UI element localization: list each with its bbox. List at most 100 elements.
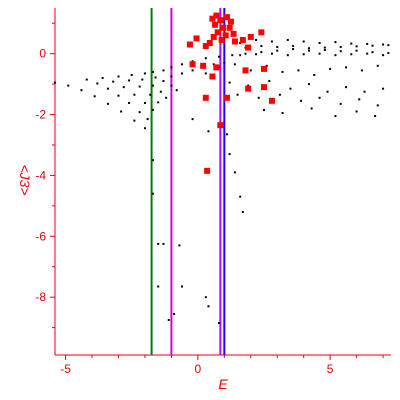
data-point xyxy=(120,110,123,113)
data-point xyxy=(180,72,183,75)
data-point xyxy=(165,96,168,99)
data-point xyxy=(117,94,120,97)
highlight-point xyxy=(223,14,230,21)
data-point xyxy=(225,133,228,136)
data-point xyxy=(191,69,194,72)
data-point xyxy=(355,49,358,52)
data-point xyxy=(260,51,263,54)
data-point xyxy=(318,42,321,45)
data-point xyxy=(54,81,56,84)
axis-ticks: -5 0 5 0 -2 -4 -6 -8 xyxy=(35,22,384,376)
data-point xyxy=(106,87,109,90)
highlight-point xyxy=(217,122,224,129)
y-tick-label: -8 xyxy=(35,290,46,304)
data-point xyxy=(286,54,289,57)
data-point xyxy=(212,63,215,66)
highlight-point xyxy=(230,30,237,37)
highlight-point xyxy=(242,67,249,74)
data-point xyxy=(255,38,258,41)
data-point xyxy=(151,192,154,195)
highlight-point xyxy=(209,73,216,80)
data-point xyxy=(231,54,234,57)
data-point xyxy=(93,95,96,98)
data-point xyxy=(387,52,390,55)
data-point xyxy=(133,93,136,96)
data-point xyxy=(366,52,369,55)
data-point xyxy=(318,52,321,55)
data-point xyxy=(249,69,252,72)
data-point xyxy=(247,84,250,87)
highlight-point xyxy=(210,33,217,40)
data-point xyxy=(180,285,183,288)
data-point xyxy=(376,104,379,107)
data-point xyxy=(128,101,131,104)
highlight-point xyxy=(247,33,254,40)
data-point xyxy=(143,101,146,104)
data-point xyxy=(297,69,300,72)
data-point xyxy=(223,61,226,64)
data-point xyxy=(96,82,99,85)
data-point xyxy=(307,49,310,52)
data-point xyxy=(281,70,284,73)
highlight-point xyxy=(268,97,275,104)
y-tick-label: -4 xyxy=(35,168,46,182)
data-point xyxy=(170,84,173,87)
data-point xyxy=(218,322,221,325)
data-point xyxy=(191,60,194,63)
data-point xyxy=(310,107,313,110)
data-point xyxy=(241,210,244,213)
data-point xyxy=(257,96,260,99)
data-point xyxy=(244,52,247,55)
data-point xyxy=(130,73,133,76)
data-point xyxy=(313,73,316,76)
data-point xyxy=(112,80,115,83)
data-point xyxy=(278,93,281,96)
data-point xyxy=(302,40,305,43)
highlight-point xyxy=(239,36,246,43)
highlight-point xyxy=(223,94,230,101)
data-point xyxy=(345,66,348,69)
data-point xyxy=(162,242,165,245)
data-point xyxy=(339,45,342,48)
data-point xyxy=(159,90,162,93)
data-point xyxy=(265,64,268,67)
highlight-point xyxy=(258,29,265,36)
data-point xyxy=(334,54,337,57)
data-point xyxy=(154,76,157,79)
data-point xyxy=(170,66,173,69)
highlight-point xyxy=(204,167,211,174)
vertical-lines xyxy=(150,8,226,355)
data-point xyxy=(175,89,178,92)
highlight-point xyxy=(189,61,196,68)
data-point xyxy=(117,75,120,78)
data-point xyxy=(239,54,242,57)
data-point xyxy=(382,87,385,90)
data-point xyxy=(167,318,170,321)
data-point xyxy=(318,96,321,99)
data-point xyxy=(366,42,369,45)
data-point xyxy=(151,108,154,111)
data-point xyxy=(233,171,236,174)
data-point xyxy=(138,85,141,88)
data-point xyxy=(289,87,292,90)
data-point xyxy=(173,312,176,315)
data-point xyxy=(157,285,160,288)
data-points xyxy=(54,12,390,325)
data-point xyxy=(143,72,146,75)
data-point xyxy=(233,63,236,66)
data-point xyxy=(133,119,136,122)
data-point xyxy=(323,49,326,52)
highlight-point xyxy=(213,12,220,19)
highlight-point xyxy=(200,62,207,69)
data-point xyxy=(204,57,207,60)
data-point xyxy=(350,42,353,45)
data-point xyxy=(239,42,242,45)
data-point xyxy=(300,99,303,102)
data-point xyxy=(128,79,131,82)
data-point xyxy=(276,45,279,48)
data-point xyxy=(162,69,165,72)
data-point xyxy=(157,101,160,104)
highlight-point xyxy=(245,44,252,51)
highlight-point xyxy=(231,38,238,45)
